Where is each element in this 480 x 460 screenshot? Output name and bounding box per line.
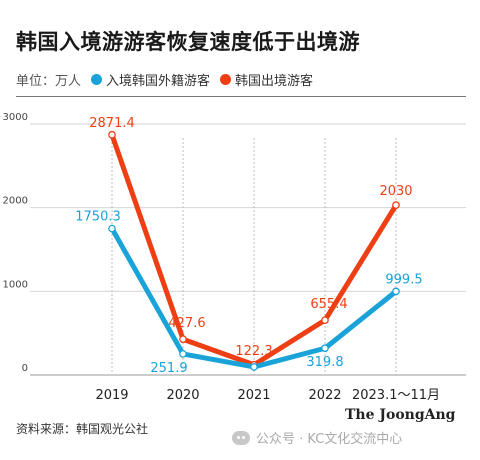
legend-label-inbound: 入境韩国外籍游客	[106, 74, 211, 89]
legend-dot-inbound	[91, 74, 103, 85]
data-point	[108, 130, 116, 139]
data-label: 251.9	[150, 361, 187, 376]
data-point	[392, 201, 400, 210]
legend: 单位：万人 入境韩国外籍游客 韩国出境游客	[16, 70, 323, 89]
y-tick-label: 3000	[3, 112, 28, 123]
data-label: 2030	[379, 184, 412, 199]
y-tick-label: 2000	[3, 196, 28, 207]
legend-dot-outbound	[220, 74, 232, 85]
legend-item-inbound: 入境韩国外籍游客	[91, 70, 210, 89]
y-tick-label: 1000	[3, 279, 28, 290]
x-tick-label: 2020	[166, 388, 199, 403]
x-tick-label: 2023.1～11月	[352, 388, 440, 403]
source-note: 资料来源：韩国观光公社	[16, 422, 149, 436]
data-label: 1750.3	[75, 210, 121, 225]
header-divider	[16, 96, 466, 97]
legend-item-outbound: 韩国出境游客	[220, 70, 313, 89]
watermark-text: 公众号 · KC文化交流中心	[256, 432, 403, 447]
x-tick-label: 2021	[237, 388, 270, 403]
legend-label-outbound: 韩国出境游客	[235, 74, 314, 89]
data-point	[321, 316, 329, 325]
unit-label: 单位：万人	[16, 74, 82, 89]
data-label: 655.4	[310, 297, 347, 312]
data-label: 122.3	[235, 344, 272, 359]
line-chart: 0 1000 2000 3000 2019 2020 2021 2022 2023.1～11月 2…	[3, 112, 466, 403]
x-tick-label: 2019	[95, 388, 128, 403]
data-point	[179, 350, 187, 358]
y-tick-label: 0	[22, 363, 28, 374]
data-label: 999.5	[385, 272, 422, 287]
watermark: 公众号 · KC文化交流中心	[232, 428, 402, 447]
chart-title: 韩国入境游游客恢复速度低于出境游	[16, 30, 360, 54]
wechat-icon	[232, 430, 250, 445]
data-point	[392, 287, 400, 296]
data-label: 319.8	[306, 355, 343, 370]
data-label: 2871.4	[89, 116, 135, 131]
data-point	[108, 224, 116, 233]
x-tick-label: 2022	[308, 388, 341, 403]
data-label: 427.6	[168, 316, 205, 331]
data-point	[179, 335, 187, 344]
publisher-logo: The JoongAng	[345, 407, 456, 423]
data-point	[250, 363, 258, 371]
data-point	[321, 344, 329, 353]
